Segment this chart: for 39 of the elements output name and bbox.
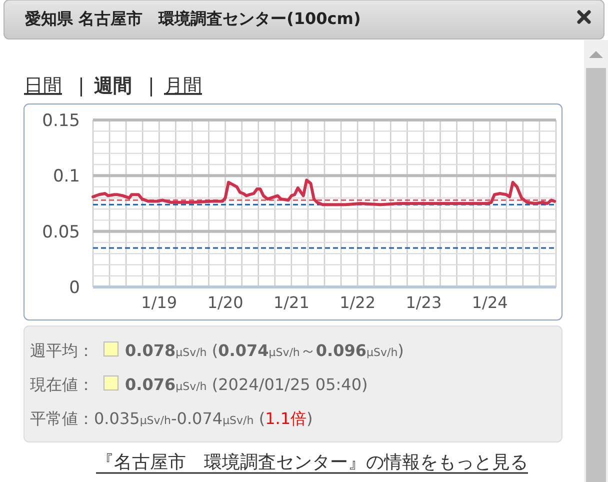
y-tick-label: 0.1 bbox=[52, 166, 80, 187]
text: ～ bbox=[300, 341, 316, 360]
text: | bbox=[78, 75, 84, 97]
text: ( bbox=[254, 409, 266, 428]
text: μSv/h bbox=[268, 346, 300, 359]
x-tick-label: 1/20 bbox=[207, 293, 244, 312]
text: μSv/h bbox=[176, 346, 207, 359]
text: 日間 bbox=[24, 75, 62, 97]
text: ) bbox=[398, 341, 404, 360]
y-tick-label: 0.05 bbox=[42, 222, 80, 242]
text: | bbox=[148, 75, 154, 97]
line-series bbox=[92, 178, 556, 206]
x-tick-label: 1/23 bbox=[406, 293, 442, 312]
text: μSv/h bbox=[366, 346, 398, 359]
text: 平常値：0.035 bbox=[30, 409, 140, 428]
text: 週平均： bbox=[30, 341, 94, 360]
text: 『名古屋市 環境調査センター』の情報をもっと見る bbox=[96, 452, 528, 473]
x-tick-label: 1/24 bbox=[472, 293, 508, 312]
text: 0.074 bbox=[218, 341, 269, 360]
text: -0.074 bbox=[170, 409, 223, 428]
x-tick-label: 1/21 bbox=[273, 293, 310, 312]
y-tick-label: 0.15 bbox=[42, 110, 80, 131]
text: 0.096 bbox=[316, 341, 366, 360]
text: 月間 bbox=[164, 75, 202, 97]
text: μSv/h bbox=[140, 414, 172, 427]
x-tick-label: 1/19 bbox=[141, 293, 178, 312]
x-tick-label: 1/22 bbox=[340, 293, 376, 312]
text: (2024/01/25 05:40) bbox=[206, 375, 368, 394]
text: μSv/h bbox=[222, 414, 254, 427]
text: μSv/h bbox=[176, 380, 207, 393]
text: 0.076 bbox=[125, 375, 176, 394]
text: 1.1倍 bbox=[265, 409, 307, 428]
text: 0.078 bbox=[125, 341, 176, 360]
y-tick-label: 0 bbox=[69, 278, 80, 298]
text: 現在値： bbox=[30, 375, 94, 394]
chart-title: 愛知県 名古屋市 環境調査センター(100cm) bbox=[25, 9, 361, 28]
text: ) bbox=[306, 409, 313, 428]
text: 週間 bbox=[93, 75, 132, 97]
text: ( bbox=[206, 341, 218, 360]
